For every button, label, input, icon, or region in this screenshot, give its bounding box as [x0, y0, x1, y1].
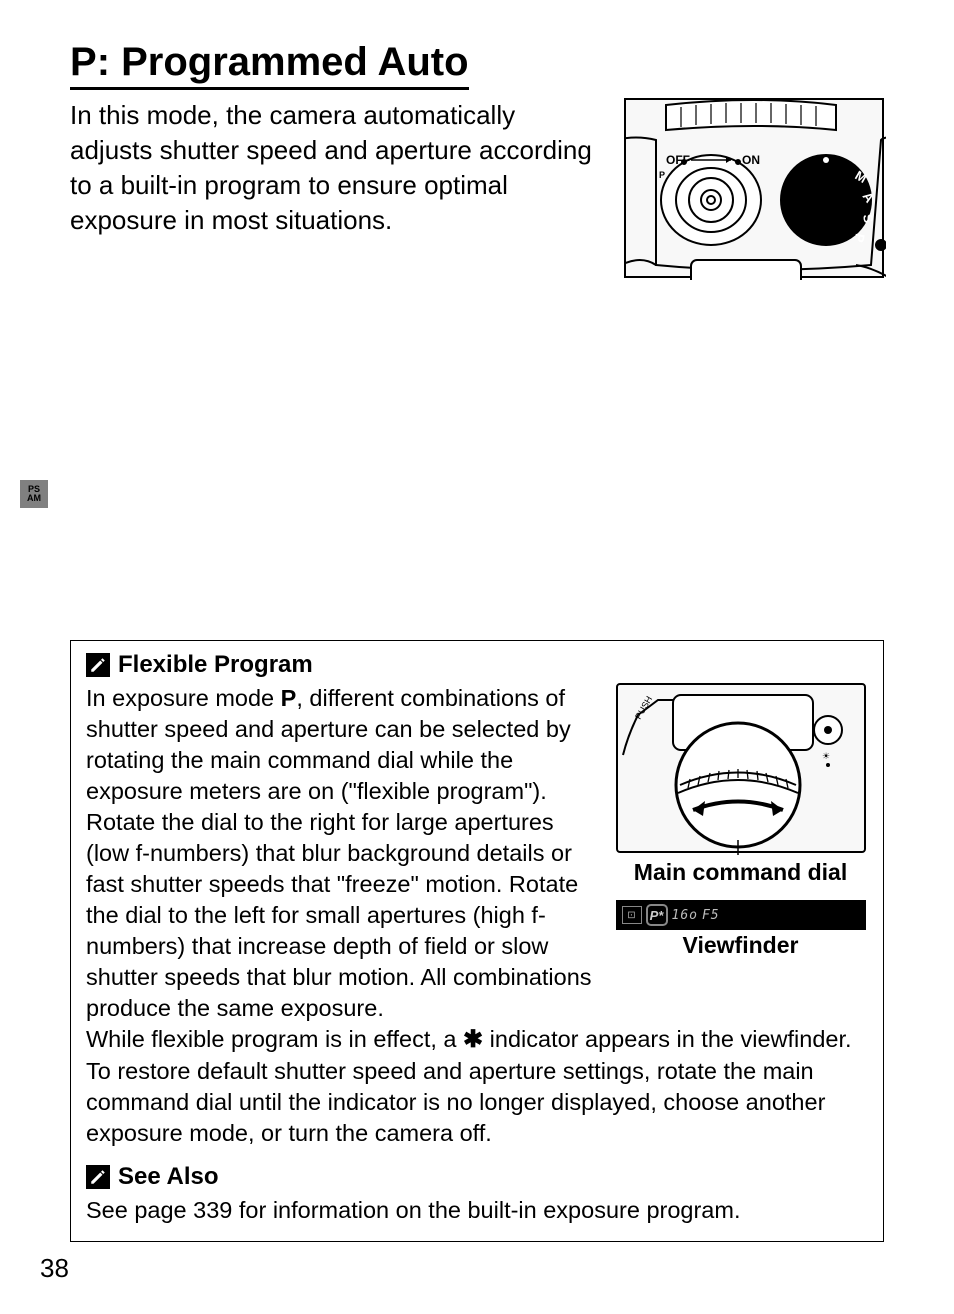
- page-number: 38: [40, 1253, 69, 1284]
- svg-text:PUSH: PUSH: [633, 694, 654, 721]
- intro-row: In this mode, the camera automatically a…: [70, 98, 884, 278]
- seealso-text: See page 339 for information on the buil…: [86, 1195, 868, 1226]
- command-dial-diagram: ☀ PUSH: [616, 683, 866, 853]
- svg-text:OFF: OFF: [666, 153, 690, 167]
- camera-top-diagram: OFF ON P M A S P: [624, 98, 884, 278]
- intro-text: In this mode, the camera automatically a…: [70, 98, 604, 238]
- flex-part1a: In exposure mode: [86, 685, 281, 711]
- title-rest: : Programmed Auto: [97, 40, 469, 84]
- svg-text:P: P: [659, 170, 665, 180]
- title-mode-letter: P: [70, 40, 97, 84]
- vf-aperture: F5: [702, 908, 720, 923]
- flexible-side-col: ☀ PUSH: [613, 683, 868, 1024]
- vf-af-icon: ⊡: [622, 906, 642, 924]
- section-tab-psam: PS AM: [20, 480, 48, 508]
- pencil-icon: [86, 653, 110, 677]
- seealso-title: See Also: [118, 1163, 219, 1191]
- tab-bottom: AM: [27, 494, 41, 503]
- flexible-text-col: In exposure mode P, different combinatio…: [86, 683, 598, 1024]
- viewfinder-display: ⊡ P* 16o F5: [616, 900, 866, 930]
- viewfinder-label: Viewfinder: [683, 932, 799, 959]
- page-title: P: Programmed Auto: [70, 40, 469, 90]
- flexible-row: In exposure mode P, different combinatio…: [86, 683, 868, 1024]
- flexible-header: Flexible Program: [86, 651, 868, 679]
- flexible-continuation: While flexible program is in effect, a ✱…: [86, 1024, 868, 1149]
- flex-part1b: , different combinations of shutter spee…: [86, 685, 592, 1021]
- svg-text:☀: ☀: [822, 751, 830, 761]
- flexible-title: Flexible Program: [118, 651, 313, 679]
- seealso-header: See Also: [86, 1163, 868, 1191]
- dial-label: Main command dial: [634, 859, 847, 886]
- star-indicator-icon: ✱: [463, 1026, 483, 1053]
- vf-shutter: 16o: [672, 908, 698, 923]
- seealso-section: See Also See page 339 for information on…: [86, 1163, 868, 1226]
- svg-text:ON: ON: [742, 153, 760, 167]
- svg-text:P: P: [851, 232, 867, 243]
- vf-mode-indicator: P*: [646, 904, 668, 926]
- pencil-icon: [86, 1165, 110, 1189]
- flex-part2a: While flexible program is in effect, a: [86, 1026, 463, 1052]
- info-box: Flexible Program In exposure mode P, dif…: [70, 640, 884, 1242]
- flex-mode-letter: P: [281, 685, 297, 711]
